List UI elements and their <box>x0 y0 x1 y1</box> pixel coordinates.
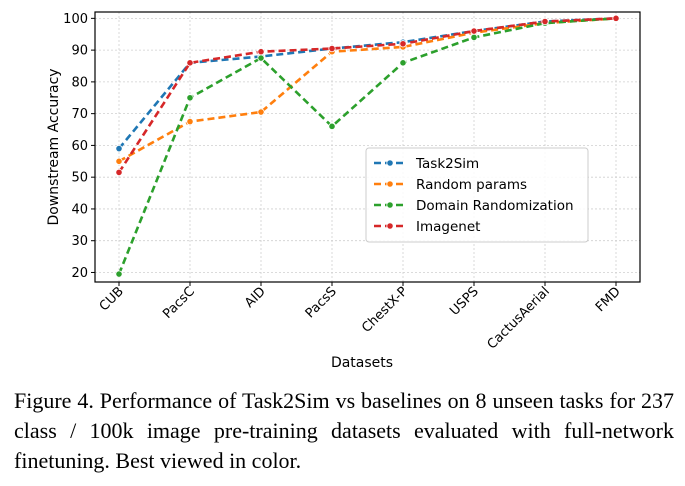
x-tick-label: CUB <box>97 284 127 314</box>
data-point <box>115 270 123 278</box>
legend-box <box>365 147 589 243</box>
legend-label: Task2Sim <box>415 156 479 172</box>
y-tick-label: 60 <box>71 139 88 154</box>
data-point <box>186 117 194 126</box>
legend-label: Domain Randomization <box>416 198 574 214</box>
data-point <box>470 33 478 42</box>
data-point <box>399 40 407 48</box>
data-point <box>115 157 123 165</box>
x-tick-label: USPS <box>447 284 482 319</box>
legend-marker <box>386 201 394 209</box>
data-point <box>612 14 620 22</box>
y-axis-ticks: 20 30 40 50 60 70 80 90 100 <box>63 12 95 281</box>
data-point <box>257 48 265 56</box>
x-tick-label: CactusAerial <box>485 284 553 352</box>
figure-caption: Figure 4. Performance of Task2Sim vs bas… <box>14 388 674 473</box>
x-tick-label: AID <box>242 284 269 311</box>
legend-marker <box>386 159 394 167</box>
x-tick-label: FMD <box>593 284 624 315</box>
data-point <box>115 168 123 177</box>
y-axis-title: Downstream Accuracy <box>46 68 62 225</box>
y-tick-label: 20 <box>71 266 88 281</box>
x-axis-title: Datasets <box>331 355 393 371</box>
data-point <box>115 144 123 153</box>
x-tick-label: PacsC <box>160 284 198 322</box>
data-point <box>328 44 336 53</box>
legend: Task2Sim Random params Domain Randomizatio… <box>365 147 589 243</box>
data-series <box>115 14 620 278</box>
data-point <box>186 94 194 102</box>
y-tick-label: 40 <box>71 202 88 217</box>
line-chart: 20 30 40 50 60 70 80 90 100 CUB PacsC AID PacsS Ches… <box>46 11 641 371</box>
legend-marker <box>386 222 394 230</box>
series-line <box>117 17 617 275</box>
y-tick-label: 90 <box>71 44 88 59</box>
data-point <box>257 108 265 116</box>
y-tick-label: 100 <box>63 12 88 27</box>
data-point <box>399 59 407 67</box>
x-axis-ticks: CUB PacsC AID PacsS ChestX-P USPS CactusAerial… <box>97 282 624 352</box>
legend-label: Imagenet <box>416 219 480 235</box>
data-point <box>186 59 194 67</box>
y-tick-label: 30 <box>71 234 88 249</box>
data-point <box>257 54 265 62</box>
data-point <box>541 17 549 26</box>
data-point <box>328 122 336 130</box>
legend-marker <box>386 180 394 188</box>
legend-label: Random params <box>416 177 527 193</box>
y-tick-label: 70 <box>71 107 88 122</box>
y-tick-label: 50 <box>71 171 88 186</box>
series-line <box>117 17 617 174</box>
series-line <box>118 17 617 163</box>
series-line <box>117 17 617 150</box>
y-tick-label: 80 <box>71 75 88 90</box>
data-point <box>470 27 478 35</box>
x-tick-label: PacsS <box>303 284 340 321</box>
x-tick-label: ChestX-P <box>359 284 411 336</box>
plot-frame <box>94 11 641 283</box>
